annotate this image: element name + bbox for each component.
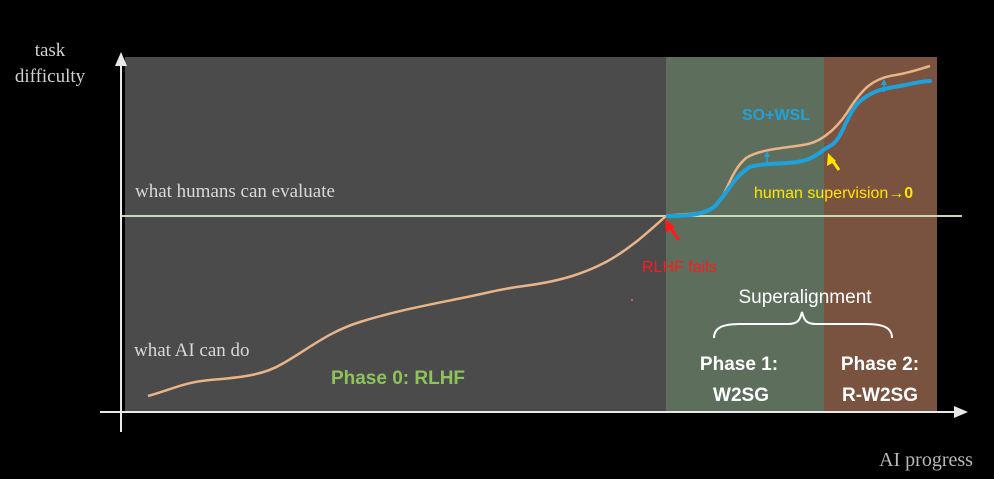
ai-can-do-label: what AI can do (134, 340, 250, 361)
superalignment-brace (713, 311, 893, 339)
rlhf-fails-label: RLHF fails (642, 259, 717, 276)
humans-evaluate-label: what humans can evaluate (135, 181, 335, 202)
phase0-label: Phase 0: RLHF (331, 368, 465, 389)
gap-arrowhead-2-icon (881, 79, 887, 85)
so-wsl-curve (666, 79, 932, 218)
phase1-region (666, 57, 824, 412)
phase0-region (125, 57, 666, 412)
phase2-region (824, 57, 937, 412)
y-axis-label-line1: task (35, 40, 66, 61)
capability-curve (147, 64, 931, 398)
phase2-label: Phase 2: (841, 354, 919, 375)
so-wsl-label: SO+WSL (742, 107, 810, 124)
y-axis-label-line2: difficulty (15, 66, 86, 87)
y-axis-arrowhead (115, 52, 127, 66)
stray-dot (630, 298, 634, 302)
supervision-arrowhead-icon (827, 153, 836, 166)
phase2-sublabel: R-W2SG (842, 385, 918, 406)
gap-arrowhead-1-icon (764, 151, 770, 157)
phase1-sublabel: W2SG (713, 385, 769, 406)
superalignment-label: Superalignment (738, 287, 872, 308)
phase1-label: Phase 1: (700, 354, 778, 375)
rlhf-fails-arrowhead-icon (665, 219, 675, 233)
x-axis-arrowhead (954, 406, 968, 418)
x-axis-label: AI progress (879, 449, 973, 471)
human-supervision-label: human supervision→0 (754, 185, 913, 202)
